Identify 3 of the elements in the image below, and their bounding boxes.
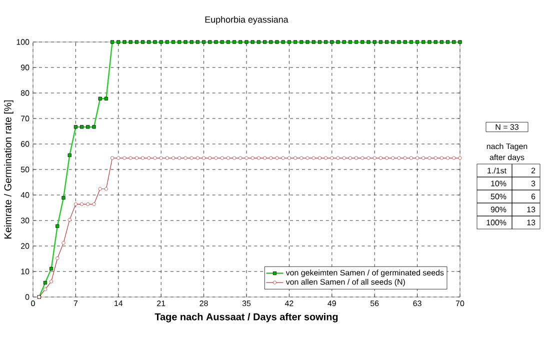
y-axis-title: Keimrate / Germination rate [%] (4, 100, 14, 238)
chart-title: Euphorbia eyassiana (205, 16, 288, 24)
x-axis-title: Tage nach Aussaat / Days after sowing (154, 313, 338, 322)
